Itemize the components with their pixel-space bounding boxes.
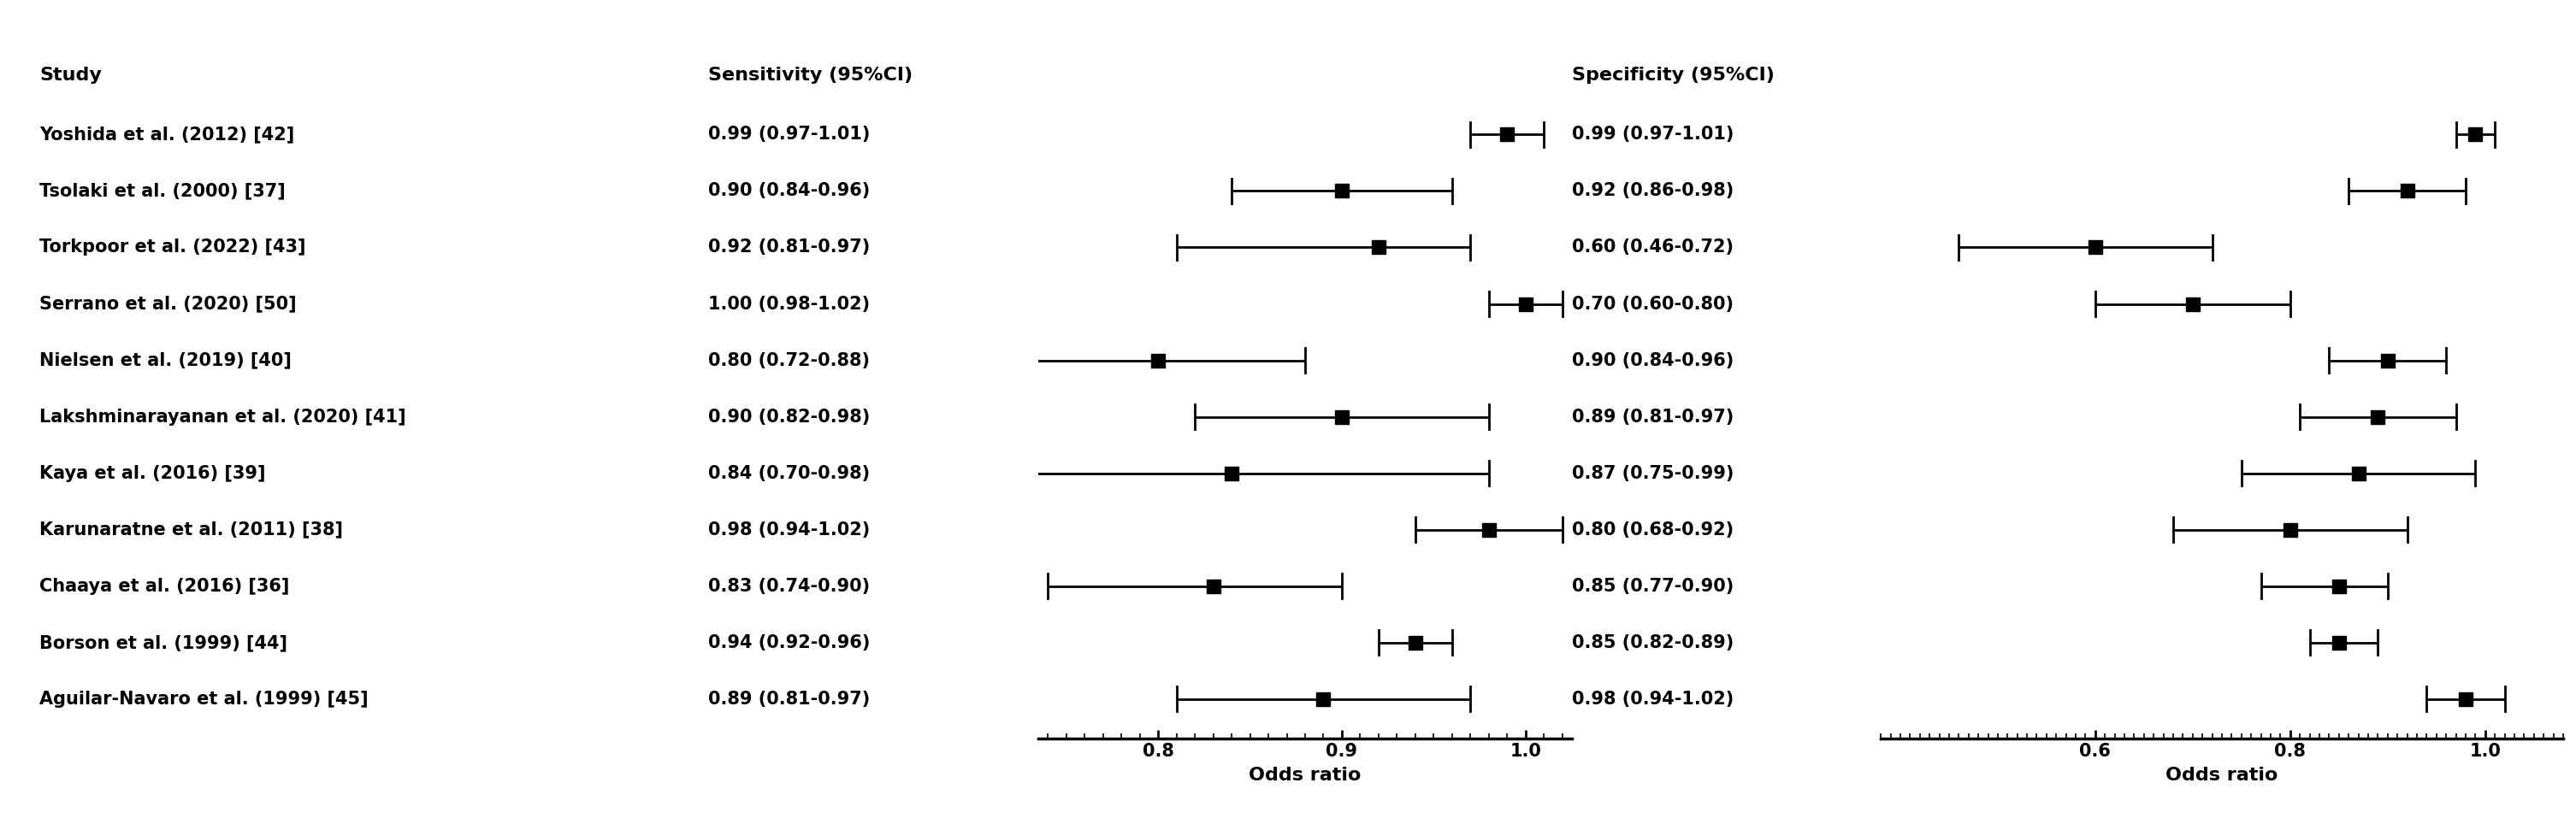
Text: 0.90 (0.84-0.96): 0.90 (0.84-0.96) [1571,352,1734,369]
Text: 0.92 (0.81-0.97): 0.92 (0.81-0.97) [708,239,871,256]
Text: 0.99 (0.97-1.01): 0.99 (0.97-1.01) [1571,126,1734,143]
Text: Chaaya et al. (2016) [36]: Chaaya et al. (2016) [36] [39,578,289,595]
Text: Borson et al. (1999) [44]: Borson et al. (1999) [44] [39,634,289,652]
Text: 0.90 (0.82-0.98): 0.90 (0.82-0.98) [708,408,871,426]
X-axis label: Odds ratio: Odds ratio [2166,767,2277,784]
Text: Lakshminarayanan et al. (2020) [41]: Lakshminarayanan et al. (2020) [41] [39,408,407,426]
X-axis label: Odds ratio: Odds ratio [1249,767,1360,784]
Text: 0.83 (0.74-0.90): 0.83 (0.74-0.90) [708,578,871,595]
Text: 0.70 (0.60-0.80): 0.70 (0.60-0.80) [1571,295,1734,312]
Text: Yoshida et al. (2012) [42]: Yoshida et al. (2012) [42] [39,126,294,143]
Text: 0.80 (0.68-0.92): 0.80 (0.68-0.92) [1571,521,1734,539]
Text: 0.92 (0.86-0.98): 0.92 (0.86-0.98) [1571,183,1734,199]
Text: Aguilar-Navaro et al. (1999) [45]: Aguilar-Navaro et al. (1999) [45] [39,691,368,708]
Text: 1.00 (0.98-1.02): 1.00 (0.98-1.02) [708,295,871,312]
Text: 0.99 (0.97-1.01): 0.99 (0.97-1.01) [708,126,871,143]
Text: Kaya et al. (2016) [39]: Kaya et al. (2016) [39] [39,465,265,482]
Text: Nielsen et al. (2019) [40]: Nielsen et al. (2019) [40] [39,352,291,369]
Text: Torkpoor et al. (2022) [43]: Torkpoor et al. (2022) [43] [39,239,307,256]
Text: 0.85 (0.77-0.90): 0.85 (0.77-0.90) [1571,578,1734,595]
Text: 0.94 (0.92-0.96): 0.94 (0.92-0.96) [708,634,871,652]
Text: Tsolaki et al. (2000) [37]: Tsolaki et al. (2000) [37] [39,183,286,199]
Text: 0.90 (0.84-0.96): 0.90 (0.84-0.96) [708,183,871,199]
Text: Sensitivity (95%CI): Sensitivity (95%CI) [708,66,912,84]
Text: 0.60 (0.46-0.72): 0.60 (0.46-0.72) [1571,239,1734,256]
Text: Study: Study [39,66,100,84]
Text: 0.89 (0.81-0.97): 0.89 (0.81-0.97) [708,691,871,708]
Text: 0.80 (0.72-0.88): 0.80 (0.72-0.88) [708,352,871,369]
Text: 0.98 (0.94-1.02): 0.98 (0.94-1.02) [708,521,871,539]
Text: 0.89 (0.81-0.97): 0.89 (0.81-0.97) [1571,408,1734,426]
Text: 0.98 (0.94-1.02): 0.98 (0.94-1.02) [1571,691,1734,708]
Text: 0.84 (0.70-0.98): 0.84 (0.70-0.98) [708,465,871,482]
Text: Karunaratne et al. (2011) [38]: Karunaratne et al. (2011) [38] [39,521,343,539]
Text: Serrano et al. (2020) [50]: Serrano et al. (2020) [50] [39,295,296,312]
Text: 0.87 (0.75-0.99): 0.87 (0.75-0.99) [1571,465,1734,482]
Text: 0.85 (0.82-0.89): 0.85 (0.82-0.89) [1571,634,1734,652]
Text: Specificity (95%CI): Specificity (95%CI) [1571,66,1775,84]
